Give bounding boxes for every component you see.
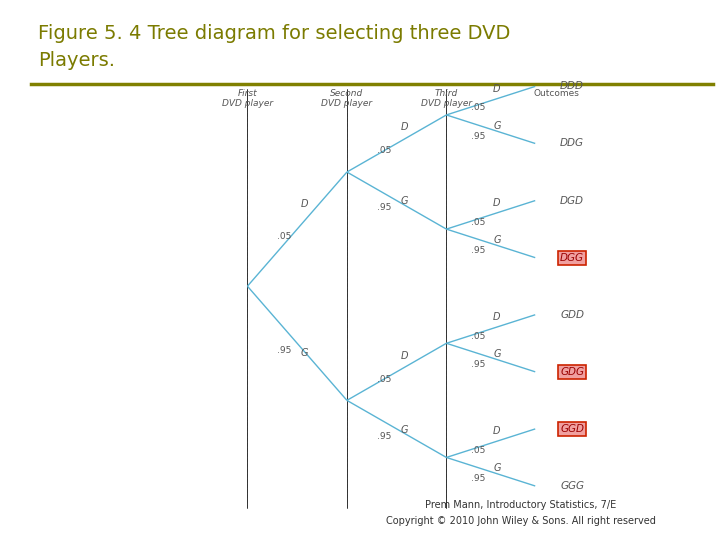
Text: .05: .05 <box>471 332 485 341</box>
Text: Players.: Players. <box>37 51 114 70</box>
Text: Second
DVD player: Second DVD player <box>321 89 372 109</box>
Text: D: D <box>400 122 408 132</box>
Text: .95: .95 <box>377 203 391 212</box>
Text: D: D <box>493 426 500 436</box>
Text: Outcomes: Outcomes <box>534 89 580 98</box>
Text: G: G <box>400 197 408 206</box>
Text: G: G <box>400 425 408 435</box>
Text: First
DVD player: First DVD player <box>222 89 273 109</box>
Text: DDG: DDG <box>560 138 584 149</box>
Text: D: D <box>493 312 500 322</box>
Text: .95: .95 <box>377 431 391 441</box>
Text: .05: .05 <box>471 218 485 227</box>
Text: Prem Mann, Introductory Statistics, 7/E: Prem Mann, Introductory Statistics, 7/E <box>426 500 616 510</box>
Text: .05: .05 <box>471 446 485 455</box>
Text: GGG: GGG <box>560 481 584 491</box>
Text: .05: .05 <box>471 103 485 112</box>
Text: D: D <box>493 198 500 208</box>
Text: .95: .95 <box>471 475 485 483</box>
Text: D: D <box>301 199 309 210</box>
Text: Copyright © 2010 John Wiley & Sons. All right reserved: Copyright © 2010 John Wiley & Sons. All … <box>386 516 656 526</box>
Text: .95: .95 <box>277 346 292 355</box>
Text: G: G <box>493 349 500 359</box>
Text: .95: .95 <box>471 246 485 255</box>
Text: DGG: DGG <box>560 253 584 262</box>
Text: .05: .05 <box>377 375 391 383</box>
Text: .95: .95 <box>471 132 485 141</box>
Text: .05: .05 <box>377 146 391 155</box>
Text: DDD: DDD <box>560 82 584 91</box>
Text: DGD: DGD <box>560 195 584 206</box>
Text: GDG: GDG <box>560 367 584 377</box>
Text: G: G <box>493 463 500 473</box>
Text: G: G <box>301 348 309 357</box>
Text: D: D <box>400 350 408 361</box>
Text: D: D <box>493 84 500 94</box>
Text: Third
DVD player: Third DVD player <box>421 89 472 109</box>
Text: .95: .95 <box>471 360 485 369</box>
Text: Figure 5. 4 Tree diagram for selecting three DVD: Figure 5. 4 Tree diagram for selecting t… <box>37 24 510 43</box>
Text: G: G <box>493 121 500 131</box>
Text: .05: .05 <box>277 232 292 241</box>
Text: G: G <box>493 235 500 245</box>
Text: GDD: GDD <box>560 310 584 320</box>
Text: GGD: GGD <box>560 424 584 434</box>
